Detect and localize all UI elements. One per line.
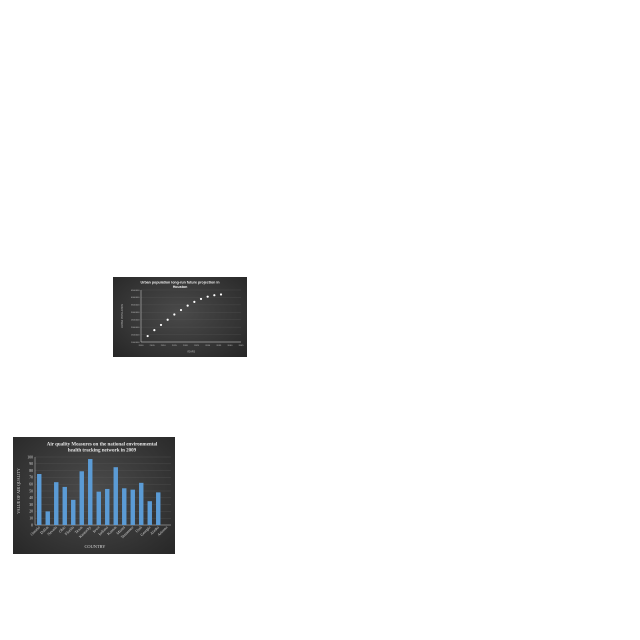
y-tick-label: 0 [31,523,33,527]
y-tick-label: 100 [27,455,33,459]
urban-population-chart: Urban population long-run future project… [113,277,247,357]
chart-title-line-1: Air quality Measures on the national env… [47,443,158,448]
y-tick-label: 2000000 [131,327,140,329]
data-point [159,323,163,327]
bar [113,467,118,525]
data-point [199,297,203,301]
bar [79,471,84,525]
data-point [186,304,189,307]
y-tick-label: 1000000 [131,342,140,344]
x-tick-label: 2035 [216,345,222,347]
y-tick-label: 40 [29,496,33,500]
bar [62,486,67,525]
x-tick-label: 2025 [194,345,200,347]
y-axis-label: URBAN POPULATION [121,304,124,329]
y-tick-label: 10 [29,517,33,521]
y-tick-label: 50 [29,489,33,493]
data-point [173,313,176,316]
x-tick-label: 2005 [150,345,156,347]
data-point [213,294,216,297]
y-tick-label: 80 [29,469,33,473]
x-tick-label: 2020 [183,345,189,347]
x-tick-label: 2000 [139,345,145,347]
x-tick-label: Utah [135,525,143,533]
x-tick-label: Nevada [47,525,58,536]
bar [130,489,135,525]
chart-title-line-2: health tracking network in 2009 [68,449,137,454]
y-tick-label: 3500000 [131,305,140,307]
x-tick-label: Georgia [140,525,152,537]
data-point [179,308,183,312]
bar [156,492,161,525]
bar [139,482,144,525]
data-point [166,318,169,321]
x-axis-label: YEARS [187,351,196,354]
x-tick-label: Iowa [92,525,101,534]
x-tick-label: Alaska [149,525,160,536]
data-point [206,295,209,298]
x-tick-label: Indiana [98,525,109,536]
bar [88,459,93,525]
y-tick-label: 70 [29,476,33,480]
x-tick-label: Ohio [58,525,66,533]
data-point [193,300,196,303]
y-tick-label: 60 [29,483,33,487]
x-tick-label: Florida [64,525,75,536]
bar [147,501,152,525]
x-tick-label: Dallas [40,525,50,535]
bar [122,488,127,525]
y-tick-label: 3000000 [131,312,140,314]
y-tick-label: 4500000 [131,290,140,292]
chart-title-line-1: Urban population long-run future project… [140,281,219,285]
y-tick-label: 20 [29,510,33,514]
y-tick-label: 1500000 [131,334,140,336]
bar [71,499,76,525]
bar [45,511,50,525]
air-quality-svg: Air quality Measures on the national env… [16,443,171,549]
y-tick-label: 90 [29,462,33,466]
x-tick-label: Kansas [107,525,118,536]
bar [54,482,59,525]
x-tick-label: 2040 [227,345,233,347]
air-quality-chart: Air quality Measures on the national env… [13,437,175,554]
bar [96,491,101,525]
bar [37,474,42,525]
x-tick-label: Arizona [157,525,169,537]
bar [105,488,110,525]
data-point [219,293,223,296]
x-tick-label: 2030 [205,345,211,347]
x-tick-label: Miami [116,525,126,535]
x-axis-label: COUNTRY [85,544,107,549]
x-tick-label: 2045 [239,345,245,347]
x-tick-label: Texas [74,525,84,535]
y-axis-label: VALUE OF AIR QUALITY [16,468,21,514]
x-tick-label: Ontario [30,525,41,536]
y-tick-label: 2500000 [131,320,140,322]
urban-population-svg: Urban population long-run future project… [121,281,245,354]
y-tick-label: 4000000 [131,297,140,299]
y-tick-label: 30 [29,503,33,507]
data-point [153,329,156,332]
x-tick-label: 2015 [172,345,178,347]
chart-title-line-2: Houston [173,285,188,289]
data-point [146,334,149,338]
x-tick-label: 2010 [161,345,167,347]
